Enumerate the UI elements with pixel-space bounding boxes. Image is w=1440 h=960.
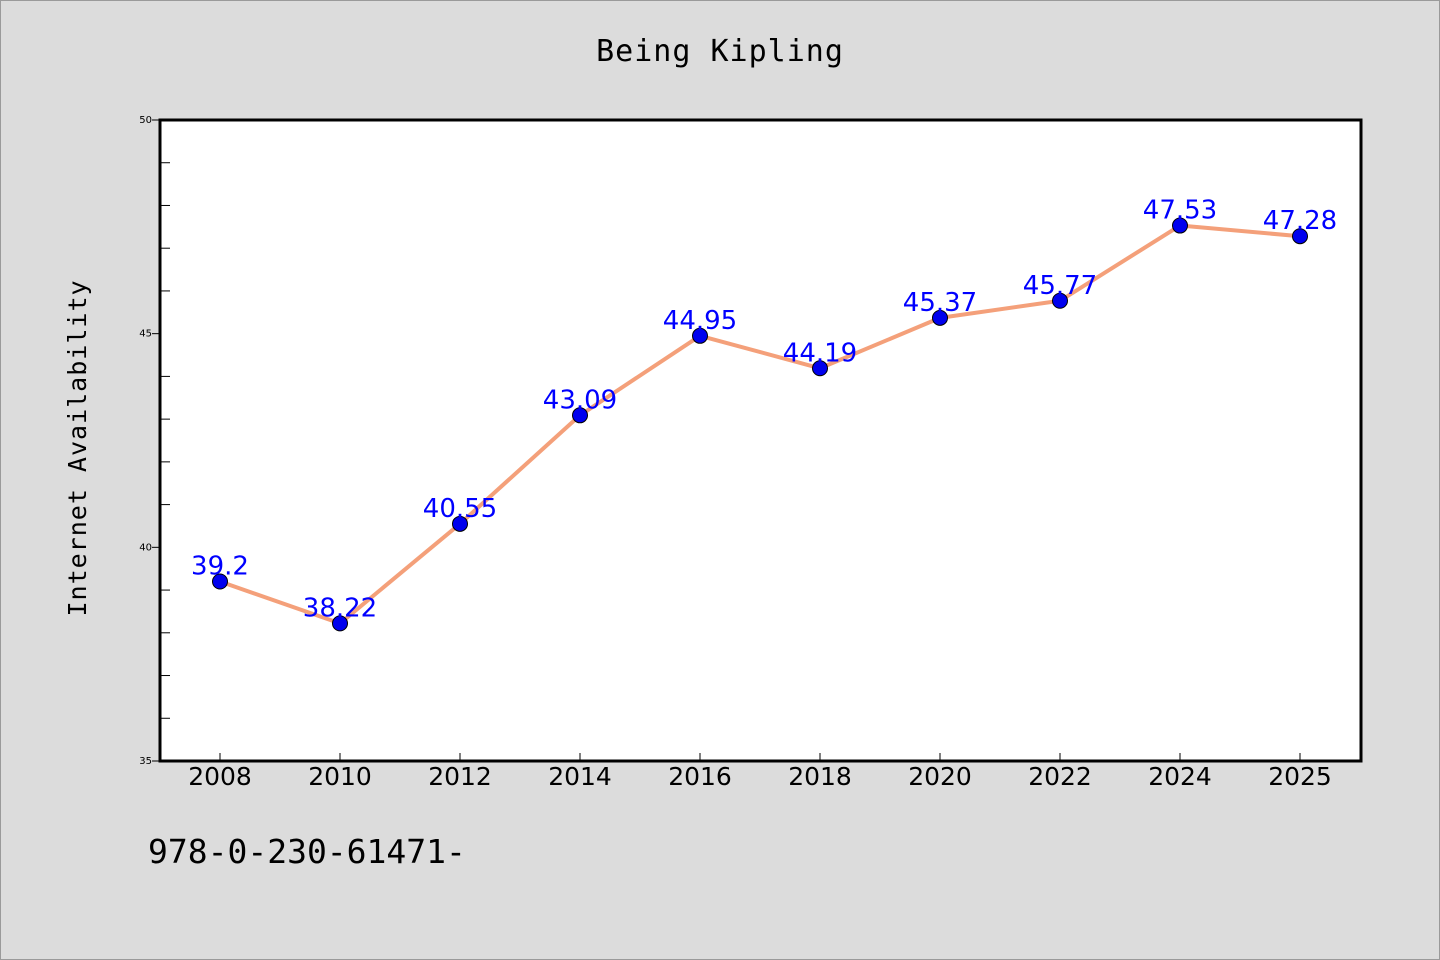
data-label: 44.19	[783, 338, 857, 368]
x-tick-label: 2012	[428, 762, 492, 791]
x-axis: 2008 2010 2012 2014 2016 2018 2020 2022 2024 2025	[188, 753, 1332, 791]
x-tick-label: 2025	[1268, 762, 1332, 791]
data-point	[572, 407, 588, 424]
y-tick-label: 45	[139, 329, 152, 340]
x-tick-label: 2008	[188, 762, 252, 791]
y-tick-label: 40	[139, 542, 152, 553]
data-label: 40.55	[423, 494, 497, 524]
data-label: 44.95	[663, 306, 737, 336]
data-label: 47.53	[1143, 196, 1217, 226]
y-axis: 35 40 45 50	[139, 115, 170, 767]
x-tick-label: 2010	[308, 762, 372, 791]
data-label: 43.09	[543, 385, 617, 415]
data-label: 38.22	[303, 593, 377, 623]
data-point	[1292, 228, 1308, 245]
x-tick-label: 2016	[668, 762, 732, 791]
data-label: 45.37	[903, 288, 977, 318]
data-label: 47.28	[1263, 206, 1337, 236]
x-tick-label: 2024	[1148, 762, 1212, 791]
x-tick-label: 2022	[1028, 762, 1092, 791]
x-tick-label: 2014	[548, 762, 612, 791]
isbn-code: 978-0-230-61471-	[148, 832, 466, 871]
data-point	[1172, 217, 1188, 234]
x-tick-label: 2020	[908, 762, 972, 791]
series-layer: 39.2 38.22 40.55 43.09 44.95 44.19 45.37 45.77 4…	[191, 196, 1337, 632]
y-tick-label: 35	[139, 756, 152, 767]
y-axis-label: Internet Availability	[63, 279, 92, 616]
data-point	[692, 327, 708, 344]
y-tick-label: 50	[139, 115, 152, 126]
x-tick-label: 2018	[788, 762, 852, 791]
chart-title: Being Kipling	[596, 34, 844, 69]
series-line	[218, 223, 1302, 626]
data-point	[932, 309, 948, 326]
plot-area	[158, 118, 1363, 763]
data-point	[452, 515, 468, 532]
data-point	[332, 615, 348, 632]
data-point	[212, 573, 228, 590]
data-label: 45.77	[1023, 271, 1097, 301]
data-point	[812, 360, 828, 377]
data-label: 39.2	[191, 552, 249, 582]
data-point	[1052, 292, 1068, 309]
